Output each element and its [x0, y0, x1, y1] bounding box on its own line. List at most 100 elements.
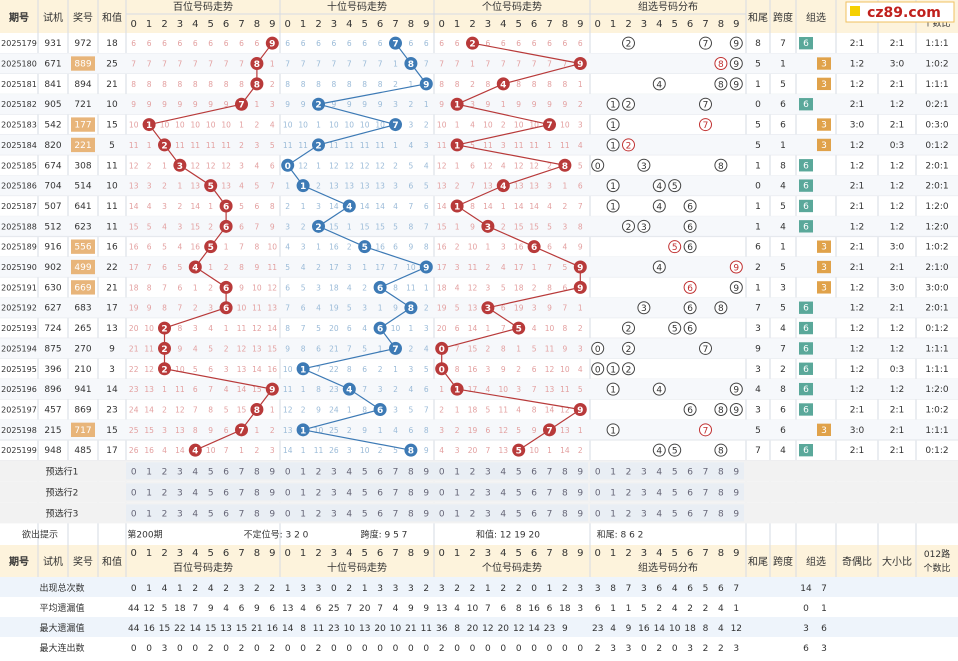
- trend-point-units-6: [558, 158, 572, 172]
- cell-route-10: 1:0:2: [925, 243, 948, 253]
- group-mark-15-0: [591, 341, 605, 355]
- stat-group-1-6: 2: [687, 604, 693, 614]
- miss-hundreds-16-3: 10: [175, 365, 185, 374]
- trend-label-tens-20: 8: [408, 447, 414, 457]
- miss-hundreds-16-7: 13: [237, 365, 247, 374]
- miss-units-6-3: 12: [483, 161, 493, 170]
- group-mark-16-1: [606, 362, 620, 376]
- miss-tens-15-5: 5: [362, 344, 367, 353]
- miss-tens-20-7: 5: [393, 446, 398, 455]
- miss-tens-1-9: 7: [424, 60, 429, 69]
- group-label-14-5: 5: [672, 325, 678, 335]
- footer-tail: 和尾: [748, 556, 768, 568]
- cell-odd-even-20: 2:1: [850, 446, 864, 456]
- miss-tens-5-9: 3: [424, 141, 429, 150]
- miss-tens-2-2: 8: [316, 80, 321, 89]
- cell-trial-5: 820: [44, 141, 61, 151]
- miss-units-14-7: 10: [545, 324, 555, 333]
- cell-big-small-2: 2:1: [890, 80, 904, 90]
- miss-hundreds-4-9: 4: [270, 121, 275, 130]
- stat-group-3-8: 2: [718, 644, 724, 654]
- miss-units-2-2: 2: [470, 80, 475, 89]
- miss-tens-1-4: 7: [347, 60, 352, 69]
- cell-span-9: 4: [780, 222, 786, 232]
- cell-period-8: 2025187: [1, 202, 37, 211]
- miss-units-4-9: 3: [578, 121, 583, 130]
- miss-units-11-5: 17: [514, 263, 524, 272]
- cell-group-19: 3: [821, 426, 827, 436]
- miss-tens-4-0: 10: [283, 121, 293, 130]
- stat-units-3-1: 0: [454, 644, 460, 654]
- stat-tens-0-3: 0: [331, 584, 337, 594]
- trend-point-units-11: [573, 260, 587, 274]
- footer-digit-2-5: 5: [516, 548, 522, 559]
- miss-tens-14-8: 1: [409, 324, 414, 333]
- trend-point-tens-3: [312, 97, 325, 111]
- cell-sum-1: 25: [106, 60, 117, 70]
- stat-units-0-7: 1: [547, 584, 553, 594]
- footer-odd-even: 奇偶比: [842, 555, 872, 568]
- miss-tens-15-3: 21: [329, 344, 339, 353]
- predict-digit-1-3-2: 2: [626, 488, 632, 498]
- miss-units-11-0: 17: [437, 263, 447, 272]
- miss-units-15-5: 1: [516, 344, 521, 353]
- cell-sum-16: 3: [109, 365, 115, 375]
- cell-sum-9: 11: [106, 222, 117, 232]
- cell-trial-8: 507: [44, 202, 61, 212]
- miss-tens-3-1: 9: [301, 100, 306, 109]
- cell-route-4: 0:3:0: [925, 121, 949, 131]
- stat-tens-2-3: 23: [328, 624, 339, 634]
- miss-hundreds-9-2: 4: [162, 222, 167, 231]
- miss-hundreds-12-5: 2: [208, 283, 213, 292]
- cell-trial-2: 841: [44, 80, 61, 90]
- cell-prize-6: 308: [74, 161, 91, 171]
- predict-digit-2-0-4: 4: [192, 509, 198, 519]
- trend-label-units-6: 8: [562, 162, 568, 172]
- miss-tens-10-1: 3: [301, 243, 306, 252]
- group-label-4-7: 7: [703, 121, 709, 131]
- group-label-8-4: 4: [656, 202, 662, 212]
- miss-hundreds-9-8: 7: [255, 222, 260, 231]
- stat-hundreds-3-9: 2: [269, 644, 275, 654]
- cell-group-0: 6: [803, 39, 809, 49]
- stat-units-0-6: 0: [531, 584, 537, 594]
- miss-tens-1-0: 7: [285, 60, 290, 69]
- footer-units-title: 个位号码走势: [482, 561, 542, 574]
- cell-prize-14: 265: [74, 324, 91, 334]
- cell-route-8: 1:2:0: [925, 202, 949, 212]
- stat-row-bg-0: [0, 577, 958, 597]
- footer-digit-3-0: 0: [595, 548, 601, 559]
- trend-label-units-5: 1: [454, 141, 460, 151]
- predict-digit-1-1-7: 7: [393, 488, 399, 498]
- miss-units-5-5: 11: [514, 141, 524, 150]
- group-mark-7-4: [652, 179, 666, 193]
- miss-tens-19-9: 8: [424, 426, 429, 435]
- miss-hundreds-8-7: 5: [239, 202, 244, 211]
- cell-period-12: 2025191: [1, 283, 37, 292]
- stat-units-3-5: 0: [516, 644, 522, 654]
- trend-point-units-7: [496, 179, 510, 193]
- trend-point-units-0: [466, 36, 479, 50]
- stat-tens-0-4: 2: [346, 584, 352, 594]
- cell-sum-12: 21: [106, 283, 117, 293]
- miss-hundreds-13-3: 7: [178, 304, 183, 313]
- miss-units-10-2: 10: [468, 243, 478, 252]
- miss-tens-6-6: 12: [375, 161, 385, 170]
- predict-digit-1-0-6: 6: [223, 488, 229, 498]
- miss-units-19-1: 2: [455, 426, 460, 435]
- group-label-8-6: 6: [687, 202, 693, 212]
- miss-tens-12-3: 18: [329, 283, 339, 292]
- trend-point-hundreds-12: [219, 280, 233, 294]
- miss-hundreds-8-1: 4: [147, 202, 152, 211]
- header-digit-1-0: 0: [285, 19, 291, 30]
- miss-tens-13-3: 19: [329, 304, 339, 313]
- trend-label-hundreds-9: 6: [223, 223, 229, 233]
- cell-span-6: 8: [780, 161, 786, 171]
- group-mark-16-0: [591, 362, 605, 376]
- miss-hundreds-12-1: 8: [147, 283, 152, 292]
- header-trial: 试机: [43, 11, 63, 24]
- cell-big-small-12: 3:0: [890, 283, 905, 293]
- miss-units-12-0: 18: [437, 283, 447, 292]
- cell-trial-11: 902: [44, 263, 61, 273]
- group-mark-8-1: [606, 199, 620, 213]
